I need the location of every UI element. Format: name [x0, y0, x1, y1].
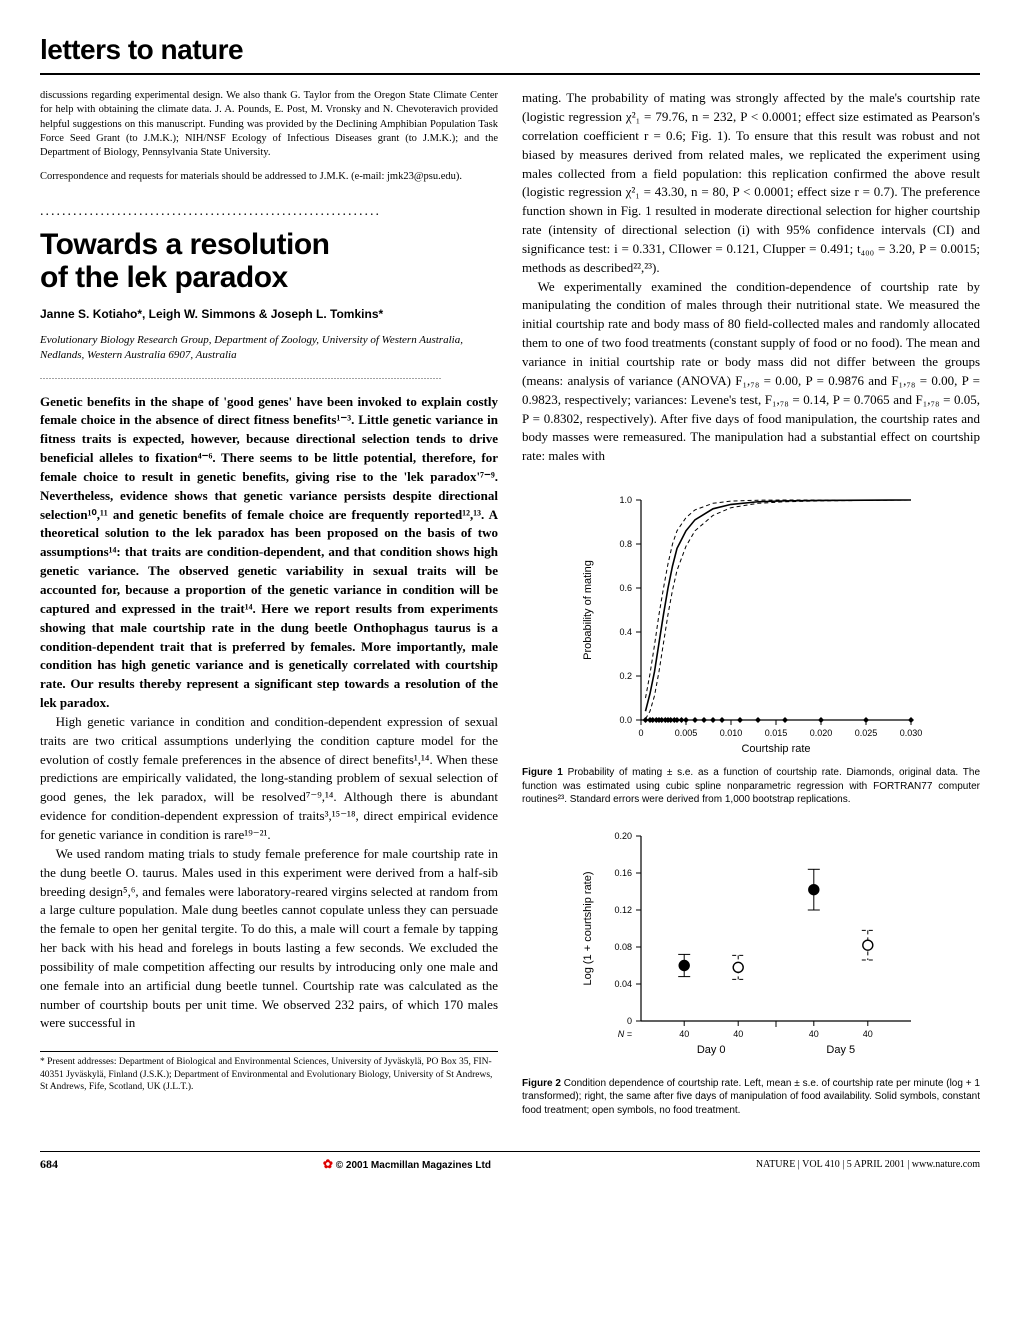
svg-text:0.16: 0.16 — [614, 868, 632, 878]
svg-text:0.025: 0.025 — [855, 728, 878, 738]
svg-text:0.6: 0.6 — [619, 583, 632, 593]
svg-text:0.12: 0.12 — [614, 905, 632, 915]
article-separator: ........................................… — [40, 202, 498, 222]
svg-text:0.8: 0.8 — [619, 539, 632, 549]
figure-1-chart: 0 0.005 0.010 0.015 0.020 0.025 0.030 0.0 0.2 0.4… — [571, 480, 931, 760]
svg-text:0: 0 — [627, 1016, 632, 1026]
title-line-2: of the lek paradox — [40, 261, 288, 294]
fig2-caption-text: Condition dependence of courtship rate. … — [522, 1078, 980, 1116]
prev-correspondence: Correspondence and requests for material… — [40, 170, 498, 184]
affiliation: Evolutionary Biology Research Group, Dep… — [40, 333, 498, 364]
svg-text:40: 40 — [679, 1029, 689, 1039]
figure-1-caption: Figure 1 Probability of mating ± s.e. as… — [522, 766, 980, 807]
figure-2-caption: Figure 2 Condition dependence of courtsh… — [522, 1077, 980, 1118]
figure-2-chart: 0 0.04 0.08 0.12 0.16 0.20 Log (1 + courtship … — [571, 821, 931, 1071]
svg-text:0.2: 0.2 — [619, 671, 632, 681]
header-rule — [40, 73, 980, 75]
body-r-p1: mating. The probability of mating was st… — [522, 89, 980, 277]
svg-text:40: 40 — [809, 1029, 819, 1039]
abstract: Genetic benefits in the shape of 'good g… — [40, 393, 498, 713]
copyright: ✿ © 2001 Macmillan Magazines Ltd — [323, 1156, 491, 1173]
svg-text:0.030: 0.030 — [900, 728, 923, 738]
svg-text:Probability of mating: Probability of mating — [582, 560, 594, 660]
fig1-caption-text: Probability of mating ± s.e. as a functi… — [522, 767, 980, 805]
prev-article-acknowledgements: discussions regarding experimental desig… — [40, 89, 498, 160]
figure-1: 0 0.005 0.010 0.015 0.020 0.025 0.030 0.0 0.2 0.4… — [522, 480, 980, 807]
left-column: discussions regarding experimental desig… — [40, 89, 498, 1131]
article-title: Towards a resolution of the lek paradox — [40, 228, 498, 294]
svg-text:Day 0: Day 0 — [697, 1044, 726, 1056]
svg-text:0.4: 0.4 — [619, 627, 632, 637]
figure-2: 0 0.04 0.08 0.12 0.16 0.20 Log (1 + courtship … — [522, 821, 980, 1118]
svg-text:40: 40 — [863, 1029, 873, 1039]
svg-text:0.020: 0.020 — [810, 728, 833, 738]
authors: Janne S. Kotiaho*, Leigh W. Simmons & Jo… — [40, 306, 498, 323]
svg-text:0.0: 0.0 — [619, 715, 632, 725]
author-footnote: * Present addresses: Department of Biolo… — [40, 1051, 498, 1093]
svg-text:Courtship rate: Courtship rate — [741, 743, 810, 755]
svg-text:0.08: 0.08 — [614, 942, 632, 952]
body-left: High genetic variance in condition and c… — [40, 713, 498, 1033]
svg-text:40: 40 — [733, 1029, 743, 1039]
svg-text:N =: N = — [618, 1029, 632, 1039]
publisher-logo-icon: ✿ — [323, 1157, 333, 1171]
fig2-label: Figure 2 — [522, 1078, 561, 1089]
page-number: 684 — [40, 1156, 58, 1173]
svg-text:1.0: 1.0 — [619, 495, 632, 505]
journal-ref: NATURE | VOL 410 | 5 APRIL 2001 | www.na… — [756, 1158, 980, 1172]
body-r-p2: We experimentally examined the condition… — [522, 278, 980, 466]
fig1-label: Figure 1 — [522, 767, 563, 778]
body-p1: High genetic variance in condition and c… — [40, 713, 498, 845]
copyright-text: © 2001 Macmillan Magazines Ltd — [336, 1160, 491, 1171]
svg-text:0: 0 — [638, 728, 643, 738]
svg-text:0.005: 0.005 — [675, 728, 698, 738]
svg-text:0.010: 0.010 — [720, 728, 743, 738]
title-line-1: Towards a resolution — [40, 228, 330, 261]
svg-text:0.015: 0.015 — [765, 728, 788, 738]
body-p2: We used random mating trials to study fe… — [40, 845, 498, 1033]
section-header: letters to nature — [40, 30, 980, 69]
two-column-layout: discussions regarding experimental desig… — [40, 89, 980, 1131]
svg-text:Log (1 + courtship rate): Log (1 + courtship rate) — [582, 871, 594, 985]
right-column: mating. The probability of mating was st… — [522, 89, 980, 1131]
svg-text:0.20: 0.20 — [614, 831, 632, 841]
svg-text:Day 5: Day 5 — [826, 1044, 855, 1056]
svg-text:0.04: 0.04 — [614, 979, 632, 989]
body-right: mating. The probability of mating was st… — [522, 89, 980, 466]
page-footer: 684 ✿ © 2001 Macmillan Magazines Ltd NAT… — [40, 1151, 980, 1173]
thin-separator: ........................................… — [40, 371, 498, 382]
